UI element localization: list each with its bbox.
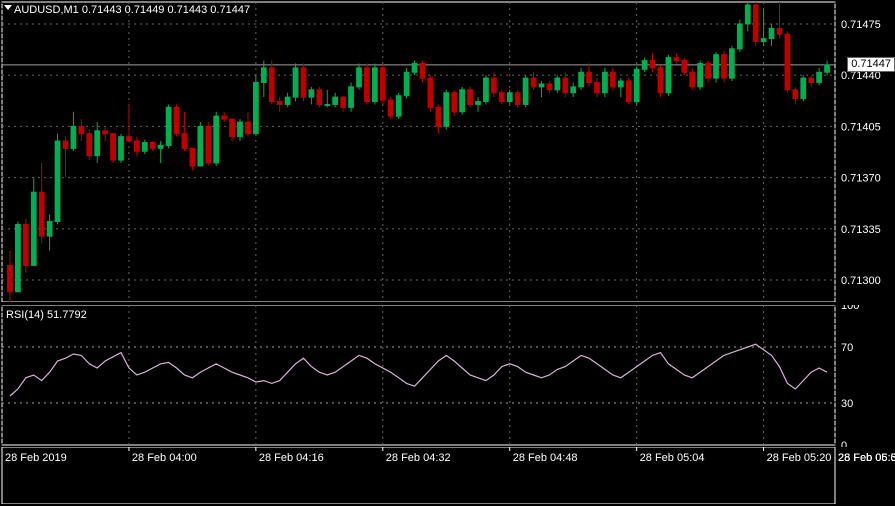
svg-text:28 Feb 05:04: 28 Feb 05:04	[640, 452, 705, 464]
svg-text:28 Feb 06:08: 28 Feb 06:08	[838, 452, 895, 464]
svg-text:100: 100	[841, 305, 859, 312]
svg-text:0.71370: 0.71370	[841, 173, 881, 185]
svg-text:AUDUSD,M1 0.71443 0.71449 0.7: AUDUSD,M1 0.71443 0.71449 0.71443 0.7144…	[14, 4, 250, 16]
svg-text:0: 0	[841, 440, 847, 447]
svg-text:30: 30	[841, 398, 853, 410]
rsi-chart[interactable]: 0 30 70 100 RSI(14) 51.7792	[0, 305, 895, 447]
svg-text:0.71405: 0.71405	[841, 121, 881, 133]
svg-text:28 Feb 04:00: 28 Feb 04:00	[132, 452, 197, 464]
svg-text:0.71440: 0.71440	[841, 70, 881, 82]
x-axis: 28 Feb 2019 28 Feb 04:00 28 Feb 04:16 28 Fe…	[0, 447, 895, 504]
svg-text:28 Feb 2019: 28 Feb 2019	[5, 452, 67, 464]
current-price-label: 0.71447	[847, 57, 895, 72]
price-chart[interactable]: 0.713000.713350.713700.714050.714400.714…	[0, 0, 895, 302]
svg-text:70: 70	[841, 342, 853, 354]
chart-container[interactable]: 0.713000.713350.713700.714050.714400.714…	[0, 0, 895, 506]
svg-text:28 Feb 04:32: 28 Feb 04:32	[386, 452, 451, 464]
svg-text:RSI(14) 51.7792: RSI(14) 51.7792	[6, 309, 87, 321]
svg-text:28 Feb 05:20: 28 Feb 05:20	[767, 452, 832, 464]
svg-text:28 Feb 04:48: 28 Feb 04:48	[513, 452, 578, 464]
svg-text:0.71335: 0.71335	[841, 224, 881, 236]
svg-text:28 Feb 04:16: 28 Feb 04:16	[259, 452, 324, 464]
svg-text:0.71475: 0.71475	[841, 19, 881, 31]
svg-text:0.71300: 0.71300	[841, 275, 881, 287]
